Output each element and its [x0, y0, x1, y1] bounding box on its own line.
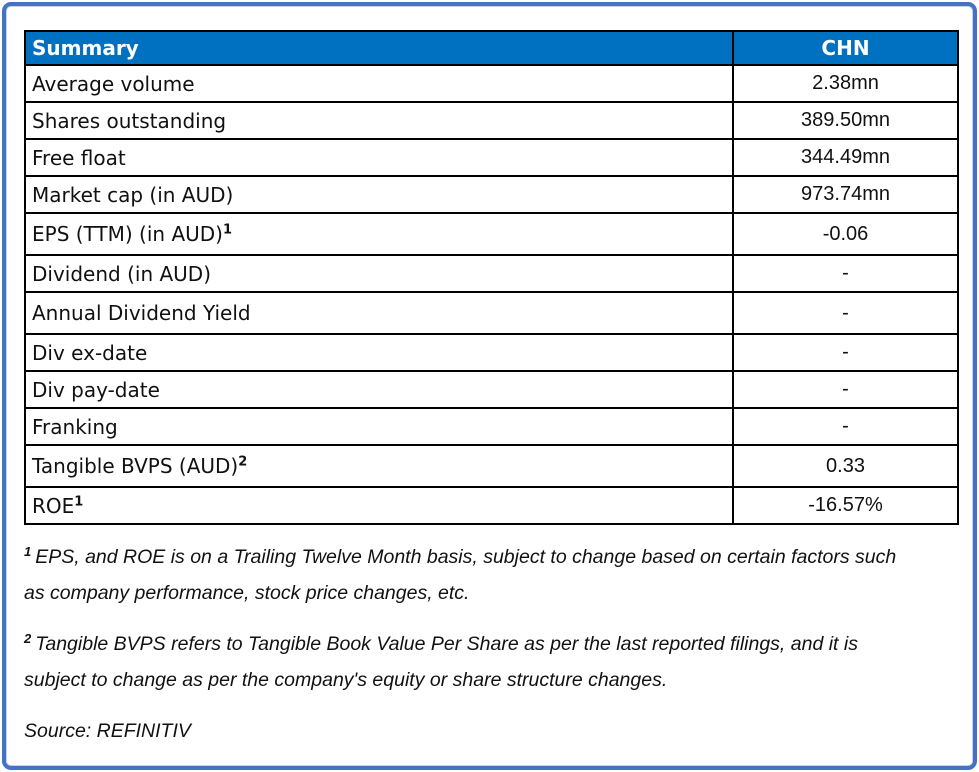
row-label-text: Annual Dividend Yield — [32, 301, 251, 325]
row-label: EPS (TTM) (in AUD)1 — [24, 212, 734, 256]
row-label-text: Free float — [32, 145, 126, 170]
footnotes: 1 EPS, and ROE is on a Trailing Twelve Mo… — [24, 539, 914, 698]
table-row: Dividend (in AUD) - — [24, 254, 959, 293]
row-label-superscript: 2 — [238, 454, 248, 470]
row-label-text: Average volume — [32, 71, 195, 96]
row-label: Free float — [24, 138, 734, 177]
row-value: - — [732, 291, 959, 335]
row-label-text: Shares outstanding — [32, 108, 227, 133]
footnote-superscript: 1 — [24, 543, 32, 559]
table-header: Summary CHN — [24, 30, 959, 66]
row-value: - — [732, 370, 959, 409]
table-row: Tangible BVPS (AUD)2 0.33 — [24, 444, 959, 488]
table-row: Div ex-date - — [24, 333, 959, 372]
row-value: 973.74mn — [732, 175, 959, 214]
row-label-superscript: 1 — [222, 222, 233, 238]
row-label: Shares outstanding — [24, 101, 734, 140]
row-label-text: EPS (TTM) (in AUD) — [32, 222, 223, 246]
row-label-text: Tangible BVPS (AUD) — [32, 454, 239, 478]
row-label: Div pay-date — [24, 370, 734, 409]
row-label: Franking — [24, 407, 734, 446]
row-value: 389.50mn — [732, 101, 959, 140]
header-row: Summary CHN — [24, 30, 959, 66]
footnote-text: EPS, and ROE is on a Trailing Twelve Mon… — [24, 546, 897, 605]
table-row: Franking - — [24, 407, 959, 446]
source-note: Source: REFINITIV — [24, 720, 191, 743]
footnote-text: Tangible BVPS refers to Tangible Book Va… — [24, 633, 858, 692]
summary-card: Summary CHN Average volume 2.38mn Shares… — [24, 30, 959, 743]
row-value: - — [732, 254, 959, 293]
footnote-superscript: 2 — [24, 630, 32, 646]
row-label: Dividend (in AUD) — [24, 254, 734, 293]
row-label-text: Franking — [32, 414, 118, 439]
row-label-text: Dividend (in AUD) — [32, 261, 211, 286]
row-label: Average volume — [24, 64, 734, 103]
table-row: Annual Dividend Yield - — [24, 291, 959, 335]
table-row: Free float 344.49mn — [24, 138, 959, 177]
table-row: Shares outstanding 389.50mn — [24, 101, 959, 140]
summary-table: Summary CHN Average volume 2.38mn Shares… — [24, 30, 959, 525]
row-value: -0.06 — [732, 212, 959, 256]
row-label: Market cap (in AUD) — [24, 175, 734, 214]
row-value: - — [732, 407, 959, 446]
header-ticker-label: CHN — [732, 30, 959, 66]
table-row: EPS (TTM) (in AUD)1 -0.06 — [24, 212, 959, 256]
row-value: 0.33 — [732, 444, 959, 488]
row-label: Tangible BVPS (AUD)2 — [24, 444, 734, 488]
table-row: Average volume 2.38mn — [24, 64, 959, 103]
row-label-text: Div ex-date — [32, 340, 148, 365]
table-row: Market cap (in AUD) 973.74mn — [24, 175, 959, 214]
row-value: - — [732, 333, 959, 372]
footnote: 1 EPS, and ROE is on a Trailing Twelve Mo… — [24, 539, 914, 611]
row-label: ROE1 — [24, 486, 734, 525]
table-row: ROE1 -16.57% — [24, 486, 959, 525]
row-label-text: Market cap (in AUD) — [32, 182, 234, 207]
footnote: 2 Tangible BVPS refers to Tangible Book V… — [24, 626, 914, 698]
row-label-text: ROE — [32, 493, 75, 518]
row-value: 2.38mn — [732, 64, 959, 103]
row-label-superscript: 1 — [74, 493, 84, 509]
row-label: Annual Dividend Yield — [24, 291, 734, 335]
row-value: 344.49mn — [732, 138, 959, 177]
row-label-text: Div pay-date — [32, 377, 160, 402]
row-value: -16.57% — [732, 486, 959, 525]
row-label: Div ex-date — [24, 333, 734, 372]
table-row: Div pay-date - — [24, 370, 959, 409]
table-body: Average volume 2.38mn Shares outstanding… — [24, 64, 959, 525]
header-summary-label: Summary — [24, 30, 734, 66]
